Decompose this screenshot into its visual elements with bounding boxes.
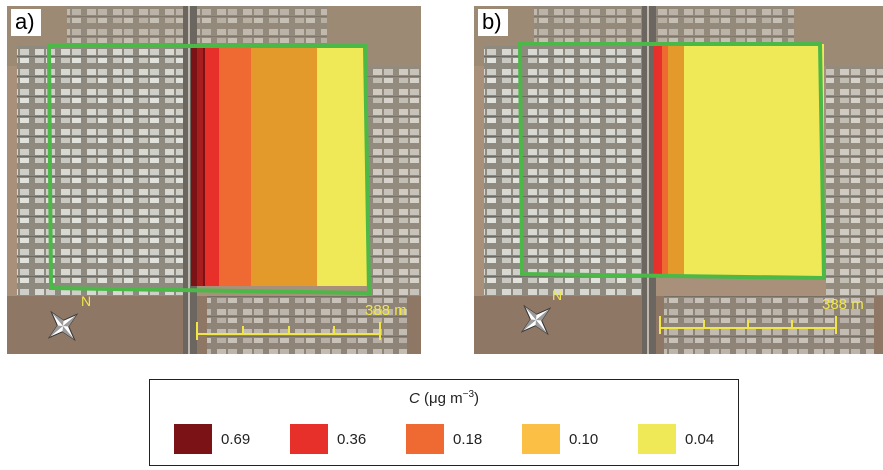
legend-item: 0.04 (638, 424, 754, 454)
legend-title-exponent: −3 (462, 389, 475, 400)
concentration-legend: C (μg m−3) 0.69 0.36 0.18 0.10 0.04 (149, 379, 739, 466)
legend-value: 0.18 (453, 430, 483, 448)
panel-label-a: a) (11, 9, 41, 36)
legend-item: 0.18 (406, 424, 522, 454)
scale-bar-b (659, 316, 837, 334)
satellite-map-b (474, 6, 883, 354)
north-label-a: N (81, 293, 92, 309)
domain-outline-b (517, 42, 827, 281)
legend-value: 0.69 (221, 430, 251, 448)
legend-value: 0.10 (569, 430, 599, 448)
concentration-overlay-b (654, 44, 824, 276)
legend-value: 0.36 (337, 430, 367, 448)
legend-title-unit: (μg m (419, 390, 463, 407)
legend-swatch (638, 424, 676, 454)
concentration-overlay-a (191, 46, 367, 286)
map-panel-a: a) N 388 m (7, 6, 421, 354)
legend-value: 0.04 (685, 430, 715, 448)
panel-label-b: b) (478, 9, 508, 36)
legend-title-variable: C (408, 390, 420, 407)
domain-outline-a (46, 44, 372, 296)
scale-label-a: 388 m (365, 302, 407, 319)
legend-swatch (522, 424, 560, 454)
legend-swatch (290, 424, 328, 454)
legend-title-close: ) (474, 390, 480, 407)
legend-item: 0.69 (174, 424, 290, 454)
north-arrow-icon (520, 304, 552, 336)
legend-swatch (174, 424, 212, 454)
satellite-map-a (7, 6, 421, 354)
north-arrow-icon (47, 310, 79, 342)
legend-items: 0.69 0.36 0.18 0.10 0.04 (174, 424, 754, 454)
legend-swatch (406, 424, 444, 454)
scale-label-b: 388 m (822, 296, 864, 313)
legend-title: C (μg m−3) (150, 389, 738, 407)
map-panel-b: b) N 388 m (474, 6, 883, 354)
north-label-b: N (552, 287, 563, 303)
legend-item: 0.36 (290, 424, 406, 454)
scale-bar-a (196, 322, 381, 340)
legend-item: 0.10 (522, 424, 638, 454)
